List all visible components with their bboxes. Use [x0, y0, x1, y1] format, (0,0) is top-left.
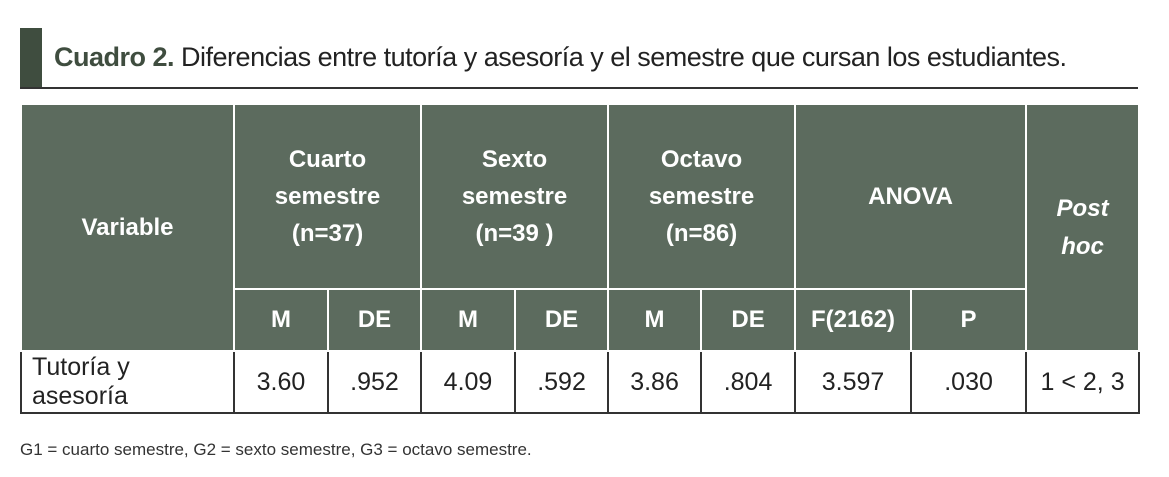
- header-line: Post: [1056, 195, 1109, 223]
- header-line: (n=86): [665, 220, 738, 248]
- table-cell: 3.60: [233, 350, 329, 414]
- table: Variable Cuarto semestre (n=37) Sexto semestr…: [20, 103, 1141, 414]
- table-cell: 4.09: [420, 350, 517, 414]
- header-line: hoc: [1061, 232, 1104, 260]
- table-cell: 3.86: [607, 350, 703, 414]
- subheader-cell: M: [233, 288, 329, 352]
- caption: Cuadro 2. Diferencias entre tutoría y as…: [54, 42, 1067, 73]
- title-bar: [20, 28, 42, 88]
- header-line: Sexto: [481, 145, 548, 173]
- header-line: Cuarto: [288, 145, 367, 173]
- subheader-cell: P: [910, 288, 1028, 352]
- header-line: ANOVA: [868, 182, 953, 210]
- group-header: Sexto semestre (n=39 ): [420, 103, 610, 290]
- group-header: Octavo semestre (n=86): [607, 103, 797, 290]
- table-cell: Tutoría y asesoría: [20, 350, 235, 414]
- table-cell: .952: [326, 350, 423, 414]
- header-line: (n=37): [291, 220, 364, 248]
- table-row: Tutoría y asesoría 3.60.952 4.09.592 3.86.8…: [20, 350, 1141, 414]
- footnote: G1 = cuarto semestre, G2 = sexto semestr…: [20, 440, 532, 459]
- table-cell: 3.597: [794, 350, 913, 414]
- header-line: semestre: [648, 182, 755, 210]
- table-cell: .804: [700, 350, 797, 414]
- header-cell: Variable: [20, 103, 235, 352]
- header-line: semestre: [461, 182, 568, 210]
- subheader-cell: DE: [700, 288, 797, 352]
- caption-label: Cuadro 2.: [54, 42, 175, 72]
- header-line: semestre: [274, 182, 381, 210]
- group-header: ANOVA: [794, 103, 1028, 290]
- header-line: Octavo: [660, 145, 743, 173]
- subheader-cell: M: [420, 288, 517, 352]
- header-line: (n=39 ): [475, 220, 554, 248]
- subheader-cell: F(2162): [794, 288, 913, 352]
- table-cell: .592: [514, 350, 610, 414]
- subheader-cell: M: [607, 288, 703, 352]
- subheader-cell: DE: [514, 288, 610, 352]
- rule: [20, 87, 1138, 89]
- caption-title: Diferencias entre tutoría y asesoría y e…: [181, 42, 1067, 72]
- subheader-cell: DE: [326, 288, 423, 352]
- group-header: Cuarto semestre (n=37): [232, 103, 423, 290]
- table-cell: 1 < 2, 3: [1025, 350, 1141, 414]
- header-cell: Post hoc: [1025, 103, 1141, 352]
- table-cell: .030: [910, 350, 1028, 414]
